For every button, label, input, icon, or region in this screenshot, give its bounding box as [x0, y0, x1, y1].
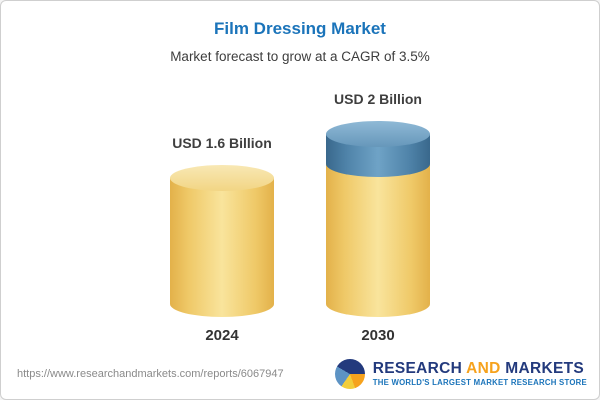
logo-text: RESEARCH AND MARKETS THE WORLD'S LARGEST…: [373, 360, 587, 389]
source-url: https://www.researchandmarkets.com/repor…: [17, 368, 284, 380]
researchandmarkets-logo: RESEARCH AND MARKETS THE WORLD'S LARGEST…: [334, 359, 587, 389]
bar-cylinder-2030: [326, 121, 430, 317]
bar-value-label-2030: USD 2 Billion: [334, 91, 422, 107]
bar-group-2024: USD 1.6 Billion 2024: [168, 135, 276, 344]
cylinder-body: [170, 178, 274, 317]
logo-wordmark: RESEARCH AND MARKETS: [373, 360, 587, 378]
bar-group-2030: USD 2 Billion 2030: [324, 91, 432, 344]
bar-chart: USD 1.6 Billion 2024 USD 2 Billion 2030: [1, 91, 599, 344]
chart-title: Film Dressing Market: [214, 19, 386, 38]
growth-segment: [326, 121, 430, 177]
cylinder-top: [170, 165, 274, 191]
growth-segment-top: [326, 121, 430, 147]
logo-word-and: AND: [466, 359, 501, 377]
bar-value-label-2024: USD 1.6 Billion: [172, 135, 272, 151]
bar-cylinder-2024: [170, 165, 274, 317]
logo-word-markets: MARKETS: [505, 359, 584, 377]
logo-tagline: THE WORLD'S LARGEST MARKET RESEARCH STOR…: [372, 378, 587, 388]
x-axis-label-2024: 2024: [205, 327, 239, 344]
x-axis-label-2030: 2030: [361, 327, 395, 344]
logo-globe-icon: [334, 359, 365, 389]
footer: https://www.researchandmarkets.com/repor…: [17, 359, 587, 389]
logo-word-research: RESEARCH: [372, 359, 463, 377]
chart-subtitle: Market forecast to grow at a CAGR of 3.5…: [170, 49, 430, 64]
